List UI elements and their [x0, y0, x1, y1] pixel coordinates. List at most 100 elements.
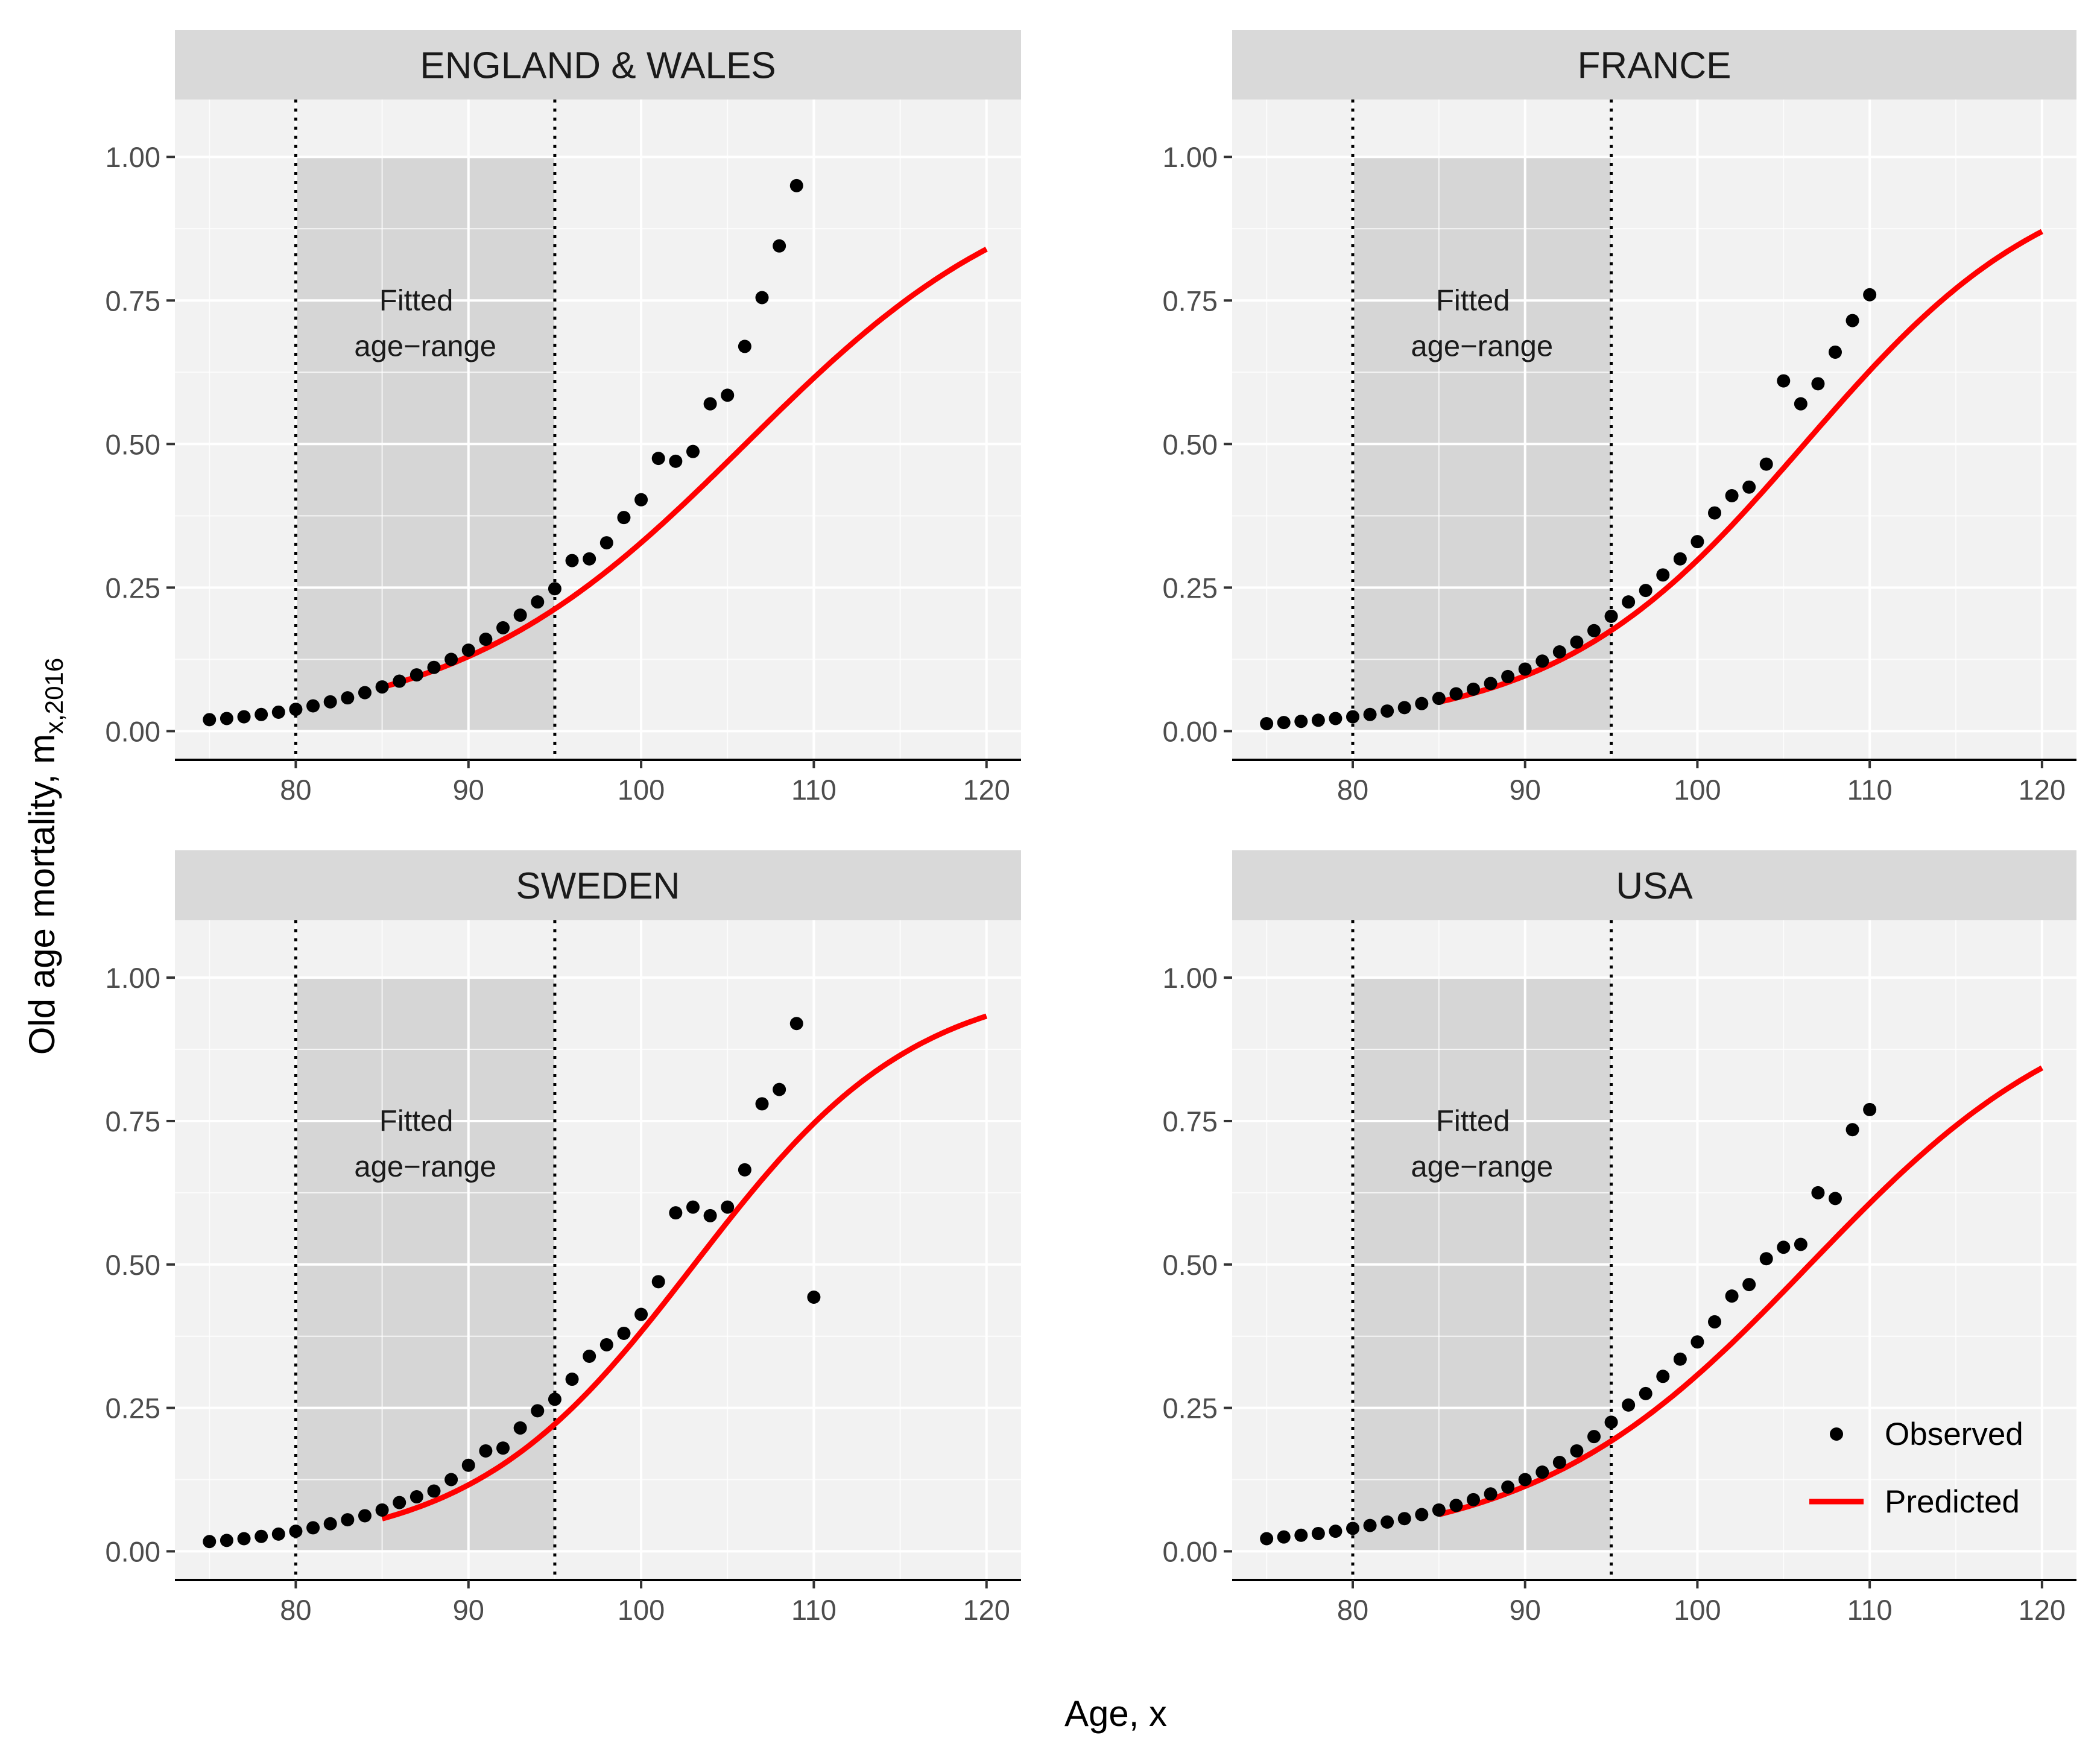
observed-point	[1329, 1525, 1343, 1538]
observed-point	[1742, 1278, 1756, 1292]
facet-panels: ENGLAND & WALES Fitted age−range 0.00 0.25 0.…	[106, 30, 2076, 1626]
y-tick-label: 0.25	[106, 572, 160, 604]
y-tick-label: 0.00	[106, 1535, 160, 1567]
x-tick-label: 120	[2019, 774, 2066, 806]
observed-point	[1518, 1473, 1532, 1487]
observed-point	[289, 1525, 303, 1538]
legend-predicted-label: Predicted	[1885, 1484, 2020, 1520]
observed-point	[686, 444, 700, 458]
observed-point	[1397, 701, 1411, 715]
observed-point	[237, 710, 251, 724]
observed-point	[773, 239, 786, 253]
strip-title: USA	[1616, 865, 1693, 907]
y-tick-label: 0.50	[106, 1249, 160, 1281]
x-tick-label: 100	[1674, 1594, 1721, 1626]
observed-point	[1587, 1430, 1601, 1444]
observed-point	[1777, 1240, 1791, 1254]
observed-point	[583, 1349, 596, 1363]
observed-point	[669, 454, 683, 468]
x-tick-label: 90	[453, 1594, 484, 1626]
observed-point	[738, 340, 751, 353]
observed-point	[461, 643, 475, 657]
strip-background	[175, 30, 1021, 100]
observed-point	[1587, 624, 1601, 637]
fitted-label-line2: age−range	[1411, 330, 1553, 362]
observed-point	[1725, 1289, 1739, 1303]
observed-point	[1294, 1528, 1308, 1542]
observed-point	[427, 1484, 441, 1498]
x-tick-label: 100	[618, 774, 665, 806]
y-tick-label: 0.25	[1163, 1392, 1218, 1424]
observed-point	[479, 1444, 493, 1458]
observed-point	[203, 1535, 217, 1549]
observed-point	[1449, 1499, 1463, 1512]
observed-point	[1829, 345, 1842, 359]
y-tick-label: 0.75	[106, 285, 160, 317]
observed-point	[410, 668, 423, 682]
observed-point	[1742, 480, 1756, 494]
observed-point	[1570, 1444, 1584, 1458]
x-tick-label: 120	[963, 774, 1010, 806]
observed-point	[1845, 314, 1859, 327]
observed-point	[1329, 712, 1343, 725]
observed-point	[1432, 1503, 1446, 1517]
observed-point	[1656, 1370, 1670, 1383]
observed-point	[1708, 506, 1721, 520]
observed-point	[1363, 707, 1377, 721]
observed-point	[341, 691, 355, 705]
x-tick-label: 120	[963, 1594, 1010, 1626]
fitted-label-line2: age−range	[354, 330, 496, 362]
strip-background	[175, 850, 1021, 920]
panel-4: USA Fitted age−range 0.00 0.25 0.50 0.75 1.00 80…	[1163, 850, 2076, 1626]
legend-observed-key	[1830, 1427, 1843, 1441]
observed-point	[1639, 584, 1652, 598]
observed-point	[1570, 635, 1584, 649]
observed-point	[1467, 682, 1480, 696]
observed-point	[599, 536, 613, 550]
y-tick-label: 0.00	[1163, 715, 1218, 747]
observed-point	[1484, 1487, 1498, 1501]
strip-background	[1232, 30, 2076, 100]
y-tick-label: 0.75	[106, 1105, 160, 1137]
x-tick-label: 110	[1847, 1594, 1893, 1626]
observed-point	[1311, 713, 1325, 727]
x-tick-label: 80	[1337, 1594, 1368, 1626]
observed-point	[1518, 662, 1532, 676]
observed-point	[1759, 457, 1773, 471]
observed-point	[755, 291, 769, 305]
observed-point	[444, 653, 458, 666]
x-tick-label: 90	[1510, 1594, 1541, 1626]
observed-point	[703, 397, 717, 411]
observed-point	[1690, 1335, 1704, 1349]
observed-point	[651, 452, 665, 466]
predicted-curve	[1438, 229, 2043, 705]
x-tick-label: 120	[2019, 1594, 2066, 1626]
strip-title: ENGLAND & WALES	[420, 45, 776, 87]
observed-point	[358, 1509, 372, 1523]
observed-point	[1863, 288, 1877, 302]
fitted-label-line1: Fitted	[379, 1105, 454, 1137]
observed-point	[237, 1532, 251, 1546]
observed-point	[375, 680, 389, 694]
x-tick-label: 100	[618, 1594, 665, 1626]
x-tick-label: 110	[791, 1594, 837, 1626]
observed-point	[1690, 535, 1704, 549]
observed-point	[1552, 1455, 1566, 1469]
observed-point	[220, 712, 233, 725]
y-tick-label: 0.75	[1163, 285, 1218, 317]
predicted-curve	[1438, 1065, 2044, 1517]
observed-point	[1829, 1192, 1842, 1206]
fitted-label-line1: Fitted	[1436, 1105, 1510, 1137]
observed-point	[271, 705, 285, 719]
observed-point	[1449, 687, 1463, 701]
observed-point	[565, 554, 579, 567]
observed-point	[755, 1097, 769, 1111]
x-tick-label: 80	[280, 774, 311, 806]
y-tick-label: 0.00	[106, 715, 160, 747]
strip-title: FRANCE	[1578, 45, 1732, 87]
observed-point	[1622, 1398, 1636, 1412]
observed-point	[375, 1503, 389, 1517]
y-tick-label: 0.50	[106, 428, 160, 460]
predicted-curve	[381, 247, 988, 690]
